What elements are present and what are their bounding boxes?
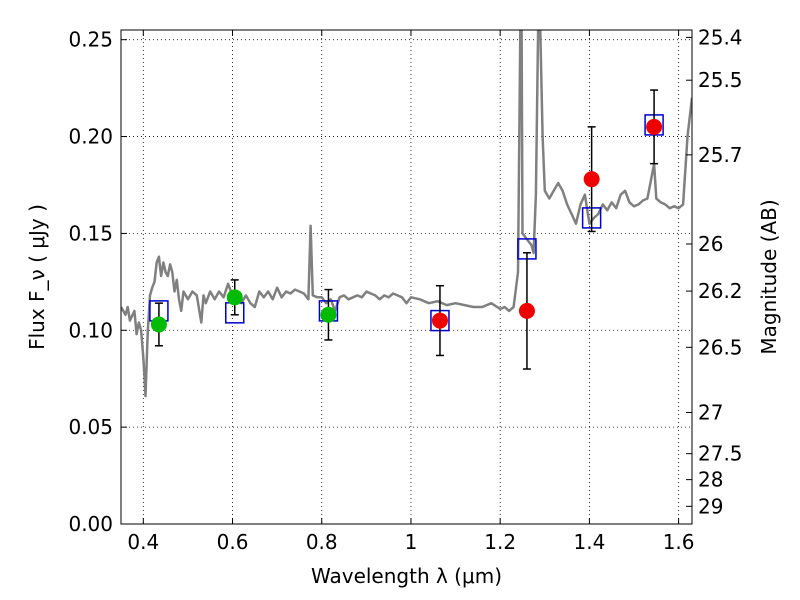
x-tick-label: 1.2	[484, 530, 516, 554]
y2-tick-label: 25.7	[698, 143, 743, 167]
y-tick-label: 0.25	[68, 28, 113, 52]
y2-tick-label: 25.4	[698, 25, 743, 49]
y2-tick-label: 27.5	[698, 442, 743, 466]
axis-ticks: 0.4 0.6 0.8 1 1.2 1.4 1.6 0.00 0.05 0.10 0.15 0.20 0…	[68, 25, 742, 554]
y-tick-label: 0.05	[68, 415, 113, 439]
y2-tick-label: 26.5	[698, 335, 743, 359]
x-tick-label: 1	[405, 530, 418, 554]
y2-tick-label: 26.2	[698, 279, 743, 303]
red-data-point	[646, 118, 663, 135]
plot-frame	[120, 29, 693, 525]
grid-lines	[121, 30, 692, 525]
x-tick-label: 0.6	[217, 530, 249, 554]
green-data-point	[150, 316, 167, 333]
x-tick-label: 0.4	[127, 530, 159, 554]
y2-tick-label: 27	[698, 401, 723, 425]
errorbars	[154, 89, 659, 370]
y2-tick-label: 25.5	[698, 68, 743, 92]
y-tick-label: 0.20	[68, 125, 113, 149]
spectrum-line-layer	[121, 30, 692, 398]
photometry-points	[150, 118, 663, 333]
green-data-point	[226, 289, 243, 306]
y2-tick-label: 28	[698, 468, 723, 492]
y-tick-label: 0.10	[68, 318, 113, 342]
x-tick-label: 1.4	[573, 530, 605, 554]
y2-axis-label: Magnitude (AB)	[757, 199, 781, 354]
y2-tick-label: 29	[698, 494, 723, 518]
red-data-point	[431, 312, 448, 329]
red-data-point	[583, 171, 600, 188]
spectrum-line	[121, 30, 692, 398]
red-data-point	[518, 302, 535, 319]
y-tick-label: 0.15	[68, 221, 113, 245]
x-tick-label: 1.6	[663, 530, 695, 554]
y-axis-label: Flux F_ν ( μJy )	[25, 204, 49, 350]
x-tick-label: 0.8	[306, 530, 338, 554]
x-axis-label: Wavelength λ (μm)	[311, 564, 502, 588]
y-tick-label: 0.00	[68, 512, 113, 536]
green-data-point	[320, 306, 337, 323]
y2-tick-label: 26	[698, 232, 723, 256]
